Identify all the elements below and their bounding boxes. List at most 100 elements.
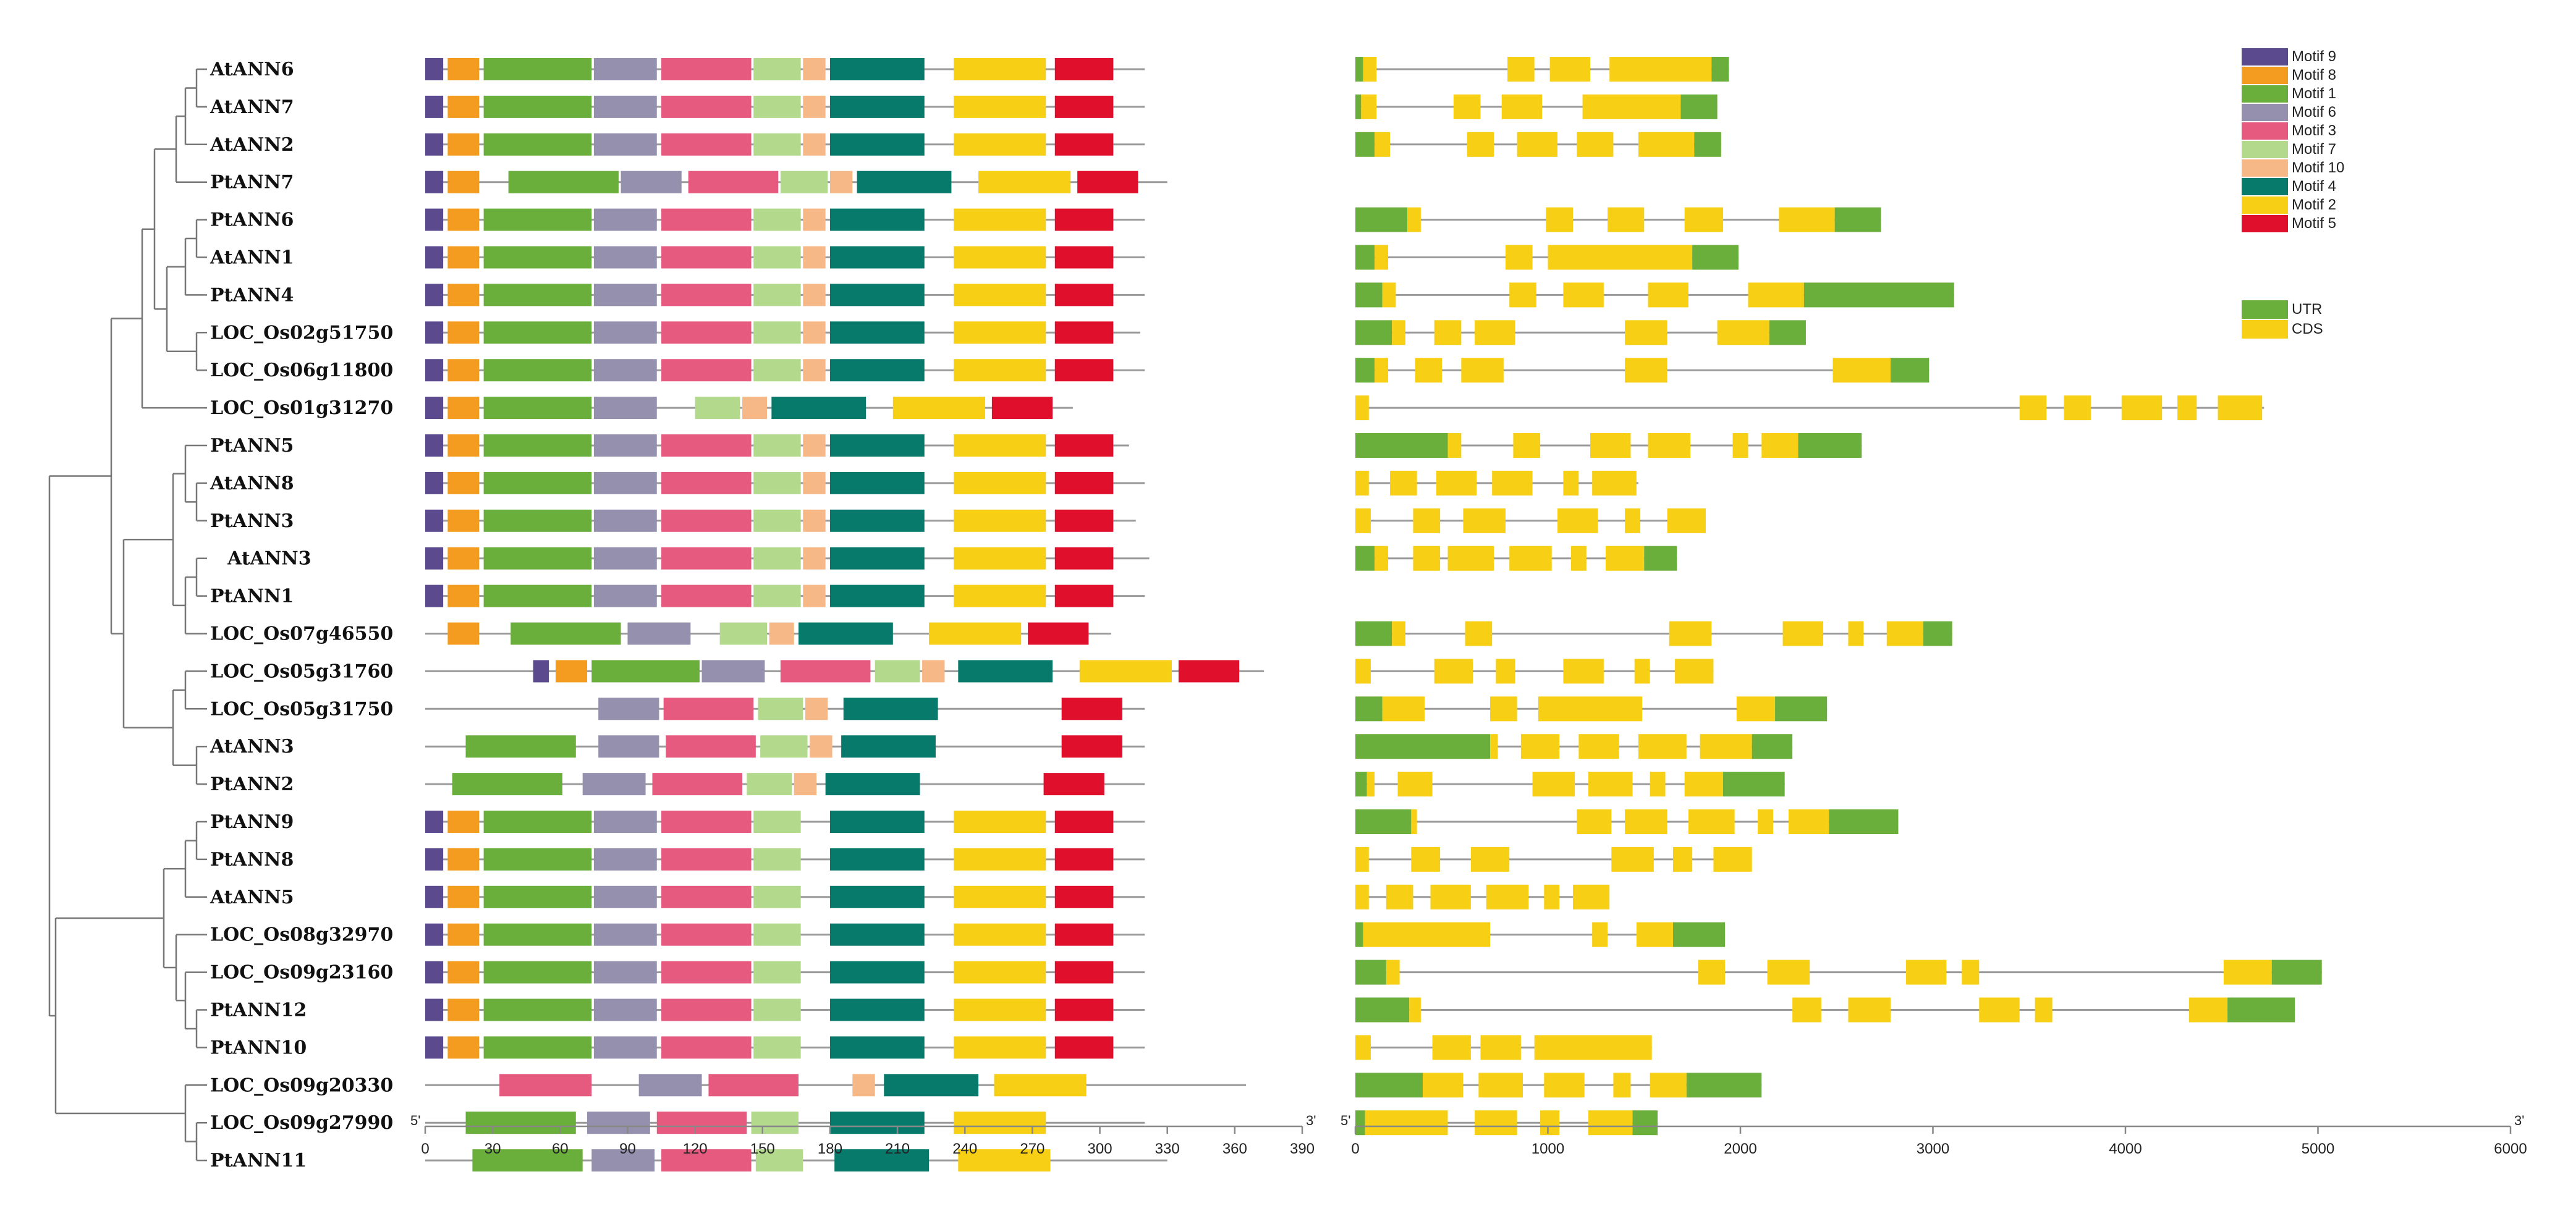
gene-label: LOC_Os06g11800 [210,360,393,381]
motif-box [1043,773,1104,796]
motif-box [958,660,1053,683]
cds-box [1548,245,1693,270]
cds-box [1423,1073,1464,1098]
cds-box [1648,433,1691,458]
motif-box [1054,284,1114,306]
motif-box [852,1074,875,1097]
motif-box [425,885,444,908]
cds-box [1355,508,1371,533]
utr-box [1355,245,1375,270]
motif-box [661,584,752,607]
motif-box [447,885,480,908]
motif-box [661,1036,752,1059]
cds-box [1413,546,1441,571]
motif-box [1054,321,1114,344]
motif-box [829,811,925,833]
legend-label: Motif 1 [2292,85,2336,102]
motif-box [661,961,752,984]
motif-box [483,1036,592,1059]
motif-box [593,246,657,269]
motif-box [954,584,1046,607]
structure-legend: UTR CDS [2242,300,2323,339]
motif-box [753,998,801,1021]
cds-box [1588,772,1633,797]
motif-box [954,284,1046,306]
motif-box [1054,471,1114,494]
motif-box [771,397,866,420]
legend-label: Motif 2 [2292,196,2336,213]
motif-box [483,811,592,833]
cds-box [1577,809,1612,834]
motif-box [753,133,801,156]
legend-swatch [2242,215,2288,232]
utr-box [1355,1110,1365,1136]
motif-box [954,811,1046,833]
cds-box [1613,1073,1631,1098]
tick-label: 210 [885,1141,910,1157]
motif-box [753,471,801,494]
motif-box [593,284,657,306]
motif-box [447,471,480,494]
motif-box [701,660,765,683]
cds-box [2223,960,2272,985]
motif-box [753,885,801,908]
motif-box [447,321,480,344]
motif-box [829,58,925,80]
cds-box [1355,659,1371,684]
cds-box [1509,546,1552,571]
legend-swatch [2242,67,2288,84]
utr-box [1355,433,1448,458]
motif-box [954,471,1046,494]
motif-box [661,1149,752,1172]
cds-box [1698,960,1726,985]
motif-box [954,95,1046,118]
motif-box [978,171,1071,193]
motif-box [803,246,826,269]
utr-box [1355,997,1410,1023]
cds-box [1667,508,1706,533]
legend-swatch [2242,196,2288,214]
motif-box [892,397,985,420]
cds-box [1650,1073,1687,1098]
motif-box [780,171,828,193]
motif-box [593,923,657,946]
cds-box [1549,57,1591,82]
tick-label: 30 [485,1141,501,1157]
tick-label: 60 [552,1141,569,1157]
motif-box [499,1074,592,1097]
motif-box [1054,509,1114,532]
cds-box [1486,884,1529,909]
cds-box [1638,734,1687,759]
cds-box [1490,734,1498,759]
cds-box [1365,1110,1448,1136]
utr-box [1694,132,1721,157]
cds-box [1767,960,1810,985]
gene-label: LOC_Os09g27990 [210,1112,393,1134]
motif-box [753,547,801,570]
motif-box [1054,133,1114,156]
legend-swatch [2242,320,2288,339]
cds-box [1363,57,1377,82]
motif-box [425,848,444,871]
utr-box [1355,207,1408,232]
cds-box [1886,621,1923,646]
cds-box [1962,960,1980,985]
cds-box [1413,508,1441,533]
motif-box [803,584,826,607]
motif-box [425,961,444,984]
motif-box [751,1112,799,1134]
motif-box [695,397,740,420]
motif-box [753,321,801,344]
cds-box [1570,546,1587,571]
motif-box [447,547,480,570]
motif-box [593,509,657,532]
cds-box [1546,207,1573,232]
legend-swatch [2242,85,2288,103]
cds-box [1592,470,1637,496]
axis-end-label: 3' [2514,1113,2524,1128]
utr-box [1355,1073,1423,1098]
cds-box [1563,659,1604,684]
motif-box [829,923,925,946]
cds-box [1625,320,1667,345]
cds-box [1430,884,1471,909]
